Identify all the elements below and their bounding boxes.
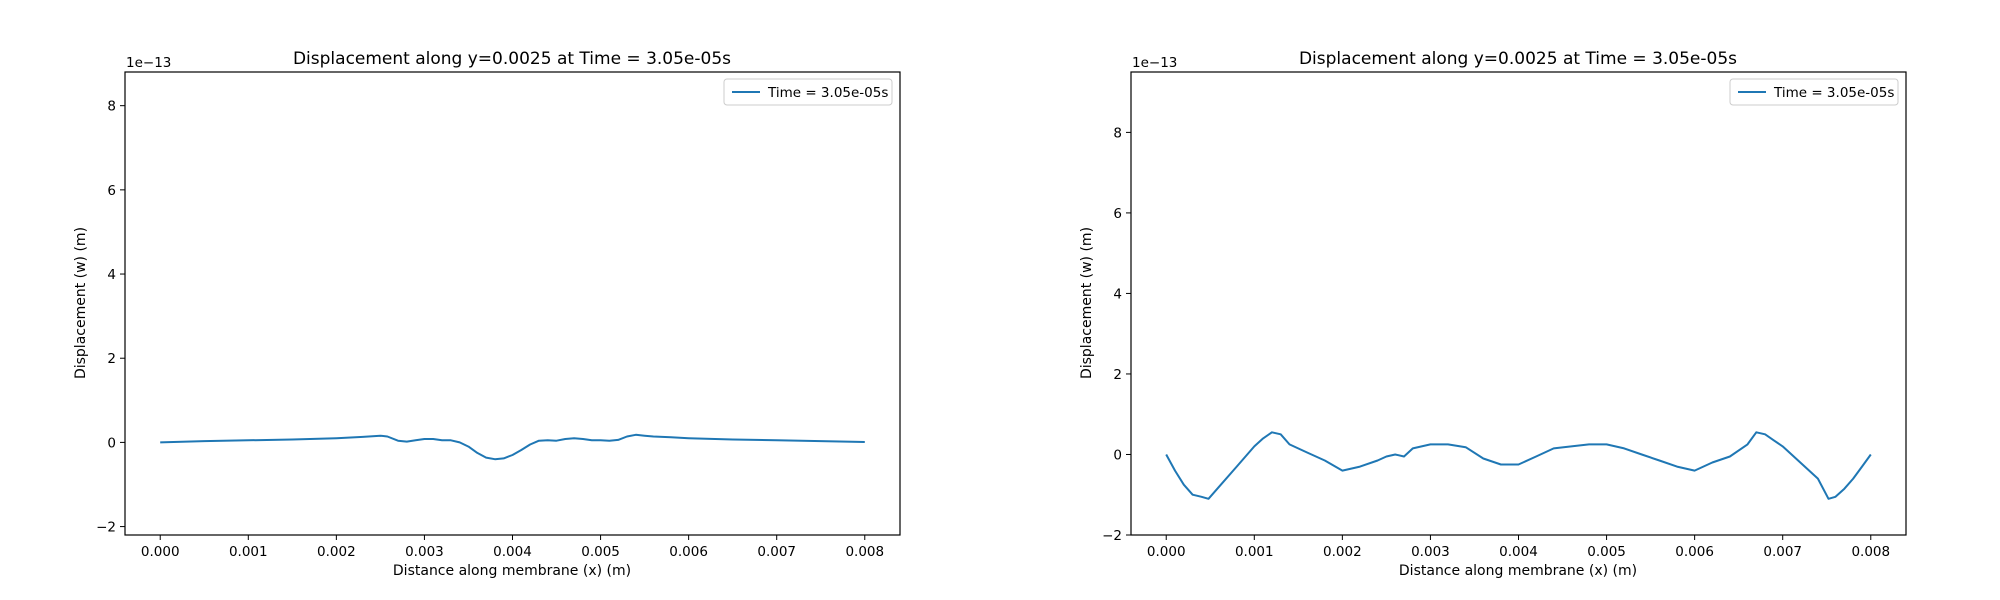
x-tick-label: 0.002 — [1323, 544, 1362, 560]
legend-box — [1729, 78, 1899, 106]
x-tick-label: 0.004 — [1499, 544, 1538, 560]
x-ticks: 0.000 0.001 0.002 0.003 0.004 0.005 0.006 0.007… — [141, 535, 884, 560]
x-tick-label: 0.001 — [229, 544, 268, 560]
y-tick-label: 0 — [107, 435, 116, 451]
y-tick-label: 0 — [1113, 447, 1122, 463]
y-tick-label: 8 — [107, 99, 116, 115]
x-tick-label: 0.008 — [845, 544, 884, 560]
y-tick-label: 4 — [1113, 286, 1122, 302]
y-tick-label: −2 — [96, 520, 116, 536]
chart-left: Displacement along y=0.0025 at Time = 3.… — [73, 49, 901, 579]
x-axis-label: Distance along membrane (x) (m) — [1399, 563, 1637, 579]
x-tick-label: 0.007 — [757, 544, 796, 560]
x-tick-label: 0.002 — [317, 544, 356, 560]
y-axis-label: Displacement (w) (m) — [73, 227, 89, 379]
plot-frame — [124, 71, 901, 536]
y-ticks: −2 0 2 4 6 8 — [1102, 125, 1131, 544]
x-axis-label: Distance along membrane (x) (m) — [393, 563, 631, 579]
x-tick-label: 0.008 — [1851, 544, 1890, 560]
x-tick-label: 0.000 — [141, 544, 180, 560]
x-tick-label: 0.003 — [1411, 544, 1450, 560]
legend-box — [723, 78, 893, 106]
y-tick-label: 6 — [1113, 206, 1122, 222]
x-tick-label: 0.007 — [1763, 544, 1802, 560]
x-tick-label: 0.001 — [1235, 544, 1274, 560]
x-tick-label: 0.004 — [493, 544, 532, 560]
legend-label: Time = 3.05e-05s — [1773, 85, 1894, 101]
x-tick-label: 0.003 — [405, 544, 444, 560]
y-tick-label: 6 — [107, 183, 116, 199]
legend-label: Time = 3.05e-05s — [767, 85, 888, 101]
plot-frame — [1130, 71, 1907, 536]
x-ticks: 0.000 0.001 0.002 0.003 0.004 0.005 0.006 0.007… — [1147, 535, 1890, 560]
legend: Time = 3.05e-05s — [723, 78, 893, 106]
x-tick-label: 0.000 — [1147, 544, 1186, 560]
y-tick-label: 2 — [1113, 367, 1122, 383]
y-offset-label: 1e−13 — [1132, 55, 1177, 71]
y-tick-label: 4 — [107, 267, 116, 283]
chart-title: Displacement along y=0.0025 at Time = 3.… — [293, 49, 731, 69]
y-tick-label: −2 — [1102, 528, 1122, 544]
y-tick-label: 8 — [1113, 125, 1122, 141]
y-axis-label: Displacement (w) (m) — [1079, 227, 1095, 379]
legend: Time = 3.05e-05s — [1729, 78, 1899, 106]
y-tick-label: 2 — [107, 351, 116, 367]
series-line — [160, 433, 865, 461]
x-tick-label: 0.006 — [1675, 544, 1714, 560]
x-tick-label: 0.005 — [581, 544, 620, 560]
x-tick-label: 0.005 — [1587, 544, 1626, 560]
chart-right: Displacement along y=0.0025 at Time = 3.… — [1079, 49, 1907, 579]
chart-title: Displacement along y=0.0025 at Time = 3.… — [1299, 49, 1737, 69]
x-tick-label: 0.006 — [669, 544, 708, 560]
y-offset-label: 1e−13 — [126, 55, 171, 71]
series-line — [1165, 431, 1872, 500]
y-ticks: −2 0 2 4 6 8 — [96, 99, 125, 536]
